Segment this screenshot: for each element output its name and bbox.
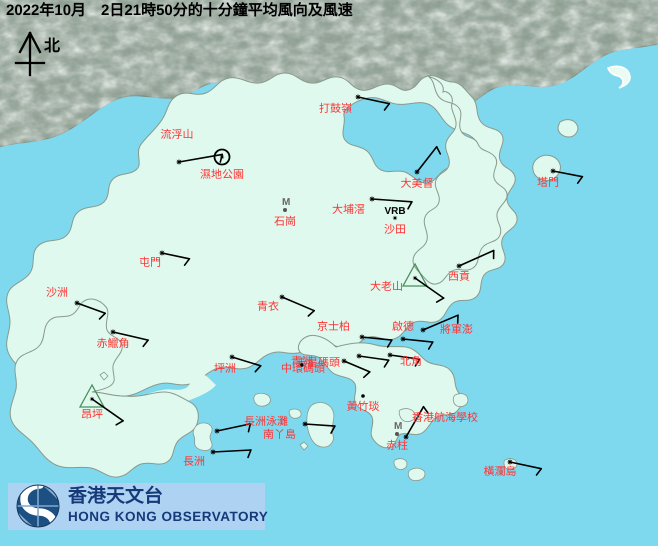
- svg-text:北角: 北角: [400, 355, 422, 368]
- svg-text:北: 北: [44, 37, 60, 55]
- svg-text:西貢: 西貢: [448, 271, 470, 283]
- svg-text:塔門: 塔門: [537, 176, 559, 189]
- svg-text:黃竹琰: 黃竹琰: [347, 400, 380, 413]
- svg-text:石崗: 石崗: [274, 215, 296, 228]
- svg-text:長洲泳灘: 長洲泳灘: [244, 415, 288, 428]
- svg-text:京士柏: 京士柏: [317, 320, 350, 333]
- svg-text:大埔滘: 大埔滘: [332, 203, 365, 216]
- svg-text:大美督: 大美督: [401, 177, 434, 190]
- svg-text:長洲: 長洲: [183, 455, 205, 468]
- svg-text:南丫島: 南丫島: [263, 428, 296, 441]
- svg-text:將軍澎: 將軍澎: [440, 323, 473, 336]
- svg-text:VRB: VRB: [384, 206, 405, 217]
- svg-text:大老山: 大老山: [370, 280, 403, 293]
- svg-text:屯門: 屯門: [139, 256, 161, 269]
- svg-text:赤鱲角: 赤鱲角: [97, 337, 130, 350]
- svg-text:濕地公園: 濕地公園: [200, 168, 244, 181]
- svg-text:流浮山: 流浮山: [161, 128, 194, 141]
- svg-text:M: M: [394, 421, 402, 432]
- svg-text:橫瀾島: 橫瀾島: [484, 465, 517, 478]
- svg-text:坪洲: 坪洲: [214, 362, 236, 375]
- svg-text:沙田: 沙田: [384, 223, 406, 236]
- svg-text:沙洲: 沙洲: [46, 286, 68, 299]
- svg-text:M: M: [282, 197, 290, 208]
- svg-text:香港航海學校: 香港航海學校: [412, 411, 478, 424]
- svg-text:啟德: 啟德: [392, 320, 414, 333]
- svg-text:赤柱: 赤柱: [386, 439, 408, 452]
- svg-text:青洲: 青洲: [291, 355, 313, 368]
- svg-text:香港天文台: 香港天文台: [67, 485, 163, 507]
- svg-text:昂坪: 昂坪: [81, 408, 103, 421]
- svg-text:2022年10月 2日21時50分的十分鐘平均風向及風速: 2022年10月 2日21時50分的十分鐘平均風向及風速: [6, 1, 353, 19]
- svg-text:打鼓嶺: 打鼓嶺: [319, 102, 352, 115]
- svg-text:青衣: 青衣: [257, 300, 279, 313]
- svg-text:HONG KONG OBSERVATORY: HONG KONG OBSERVATORY: [68, 509, 268, 524]
